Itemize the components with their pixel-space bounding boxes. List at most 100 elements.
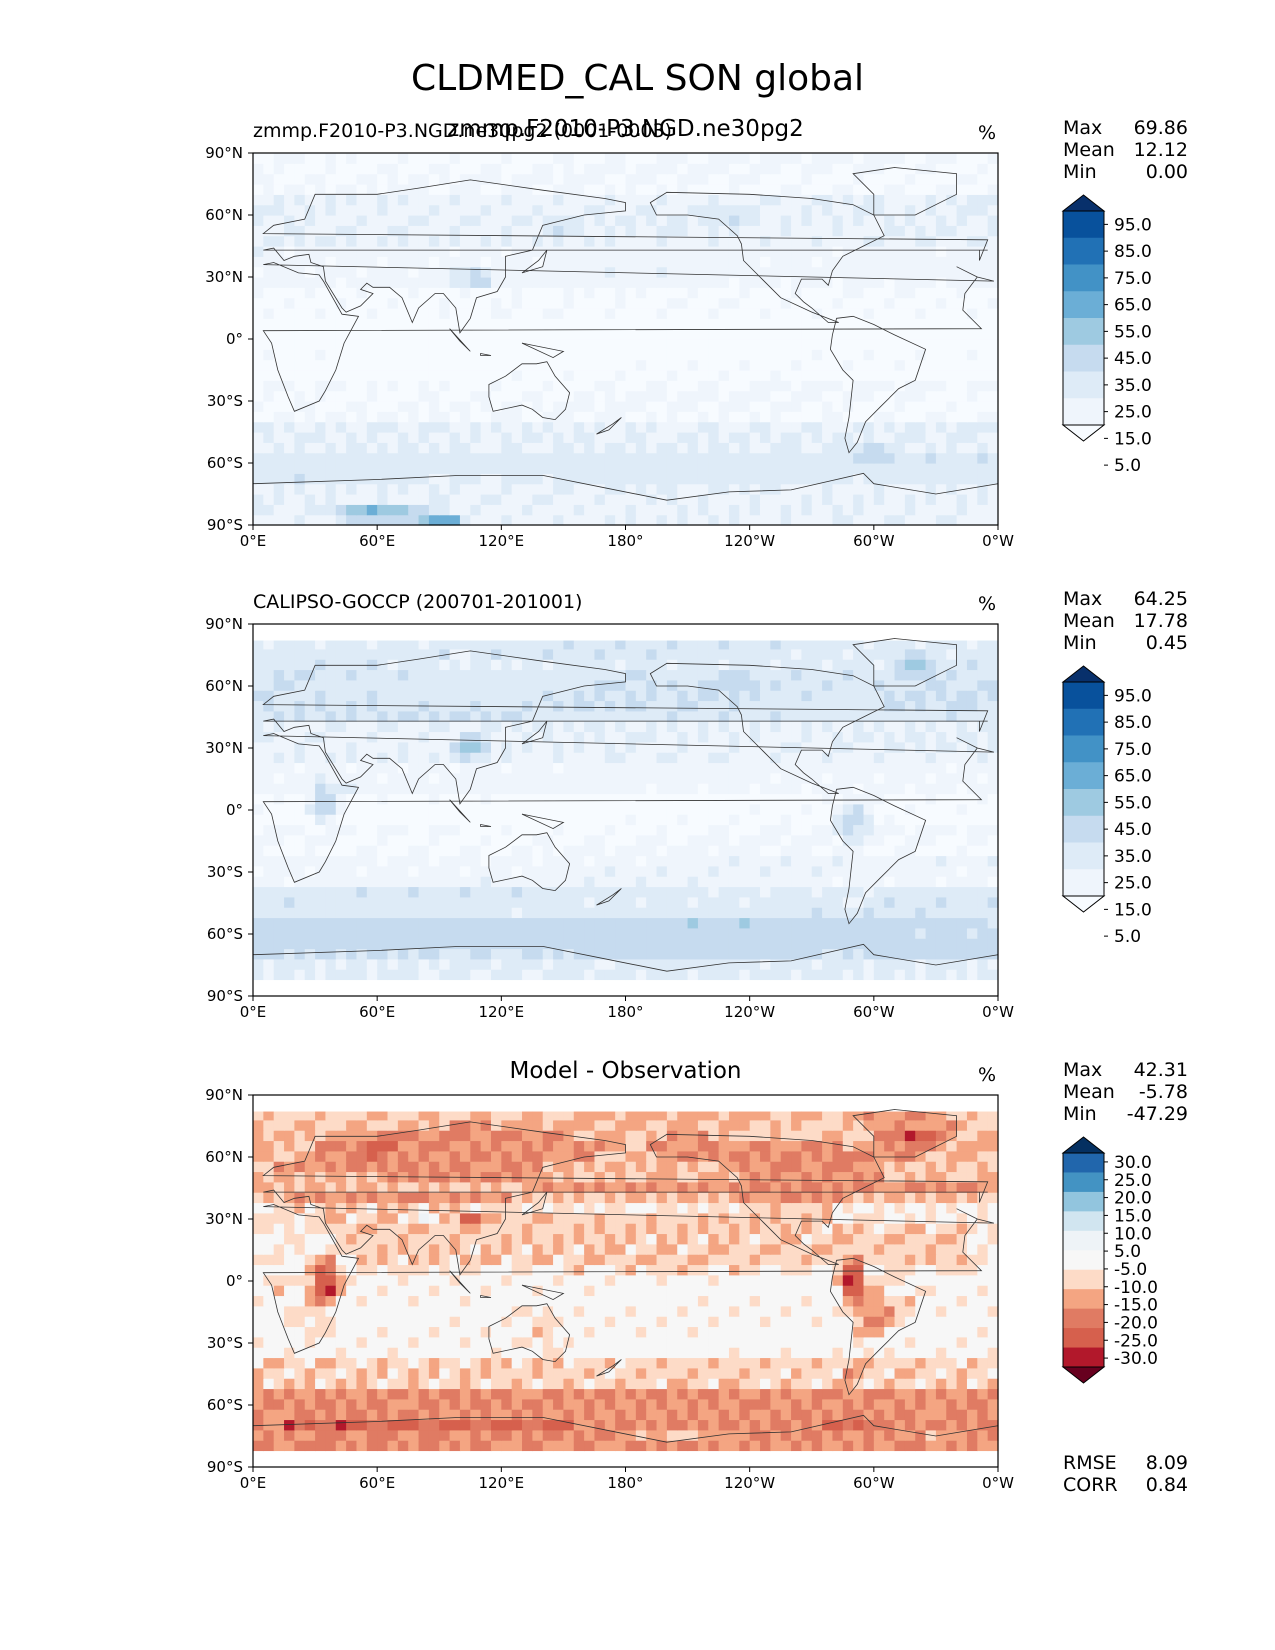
- field-cell: [708, 483, 720, 495]
- field-cell: [832, 246, 844, 257]
- field-cell: [635, 473, 647, 485]
- field-cell: [956, 442, 968, 454]
- field-cell: [553, 886, 565, 898]
- coastline: [521, 249, 548, 274]
- field-cell: [346, 277, 358, 288]
- field-cell: [915, 669, 927, 681]
- field-cell: [987, 690, 999, 702]
- field-cell: [428, 865, 440, 877]
- field-cell: [263, 659, 275, 671]
- field-cell: [490, 204, 502, 216]
- field-cell: [584, 721, 596, 733]
- field-cell: [459, 411, 471, 423]
- field-cell: [501, 349, 513, 361]
- field-cell: [356, 235, 368, 247]
- field-cell: [584, 803, 596, 815]
- field-cell: [635, 370, 647, 381]
- field-cell: [770, 339, 782, 350]
- field-cell: [263, 876, 275, 888]
- field-cell: [801, 948, 813, 960]
- field-cell: [791, 700, 803, 712]
- field-cell: [977, 896, 989, 908]
- field-cell: [708, 700, 720, 712]
- field-cell: [418, 359, 430, 371]
- field-cell: [966, 876, 978, 888]
- field-cell: [377, 463, 389, 474]
- field-cell: [956, 277, 968, 288]
- field-cell: [842, 442, 854, 454]
- field-cell: [604, 731, 616, 743]
- field-cell: [873, 370, 885, 381]
- field-cell: [884, 783, 896, 795]
- field-cell: [553, 359, 565, 371]
- field-cell: [563, 721, 575, 733]
- field-cell: [542, 287, 554, 299]
- field-cell: [749, 483, 761, 495]
- field-cell: [284, 514, 295, 526]
- field-cell: [956, 752, 968, 764]
- field-cell: [625, 969, 637, 981]
- field-cell: [449, 370, 461, 381]
- field-cell: [490, 266, 502, 278]
- field-cell: [677, 370, 689, 381]
- field-cell: [646, 246, 658, 257]
- field-cell: [863, 370, 875, 381]
- field-cell: [294, 349, 306, 361]
- field-cell: [408, 483, 420, 495]
- field-cell: [966, 473, 978, 485]
- field-cell: [646, 349, 658, 361]
- field-cell: [739, 266, 751, 278]
- field-cell: [366, 659, 378, 671]
- field-cell: [697, 834, 709, 846]
- field-cell: [656, 814, 668, 826]
- field-cell: [780, 938, 792, 950]
- field-cell: [760, 731, 771, 743]
- field-cell: [894, 153, 906, 164]
- field-cell: [408, 328, 420, 340]
- field-cell: [294, 741, 306, 753]
- field-cell: [749, 938, 761, 950]
- field-cell: [791, 225, 803, 237]
- field-cell: [832, 256, 844, 268]
- field-cell: [335, 876, 347, 888]
- field-cell: [377, 184, 389, 195]
- field-cell: [449, 886, 461, 898]
- field-cell: [584, 401, 596, 412]
- field-cell: [822, 349, 834, 361]
- field-cell: [490, 308, 502, 319]
- field-cell: [646, 886, 658, 898]
- field-cell: [284, 793, 295, 805]
- field-cell: [542, 855, 554, 867]
- field-cell: [894, 432, 906, 443]
- field-cell: [263, 339, 275, 350]
- field-cell: [263, 721, 275, 733]
- field-cell: [522, 845, 533, 857]
- field-cell: [594, 163, 606, 175]
- field-cell: [739, 793, 751, 805]
- field-cell: [915, 390, 927, 402]
- field-cell: [760, 710, 771, 722]
- field-cell: [739, 741, 751, 753]
- field-cell: [801, 308, 813, 319]
- field-cell: [915, 328, 927, 340]
- field-cell: [501, 235, 513, 247]
- field-cell: [646, 432, 658, 443]
- field-cell: [873, 421, 885, 433]
- field-cell: [480, 308, 492, 319]
- field-cell: [925, 772, 937, 784]
- field-cell: [387, 266, 399, 278]
- field-cell: [335, 969, 347, 981]
- field-cell: [791, 328, 803, 340]
- field-cell: [780, 483, 792, 495]
- field-cell: [687, 793, 699, 805]
- field-cell: [666, 266, 678, 278]
- field-cell: [397, 246, 409, 257]
- field-cell: [573, 834, 585, 846]
- field-cell: [656, 256, 668, 268]
- field-cell: [708, 504, 720, 516]
- field-cell: [760, 855, 771, 867]
- field-cell: [356, 793, 368, 805]
- field-cell: [470, 783, 482, 795]
- field-cell: [553, 834, 565, 846]
